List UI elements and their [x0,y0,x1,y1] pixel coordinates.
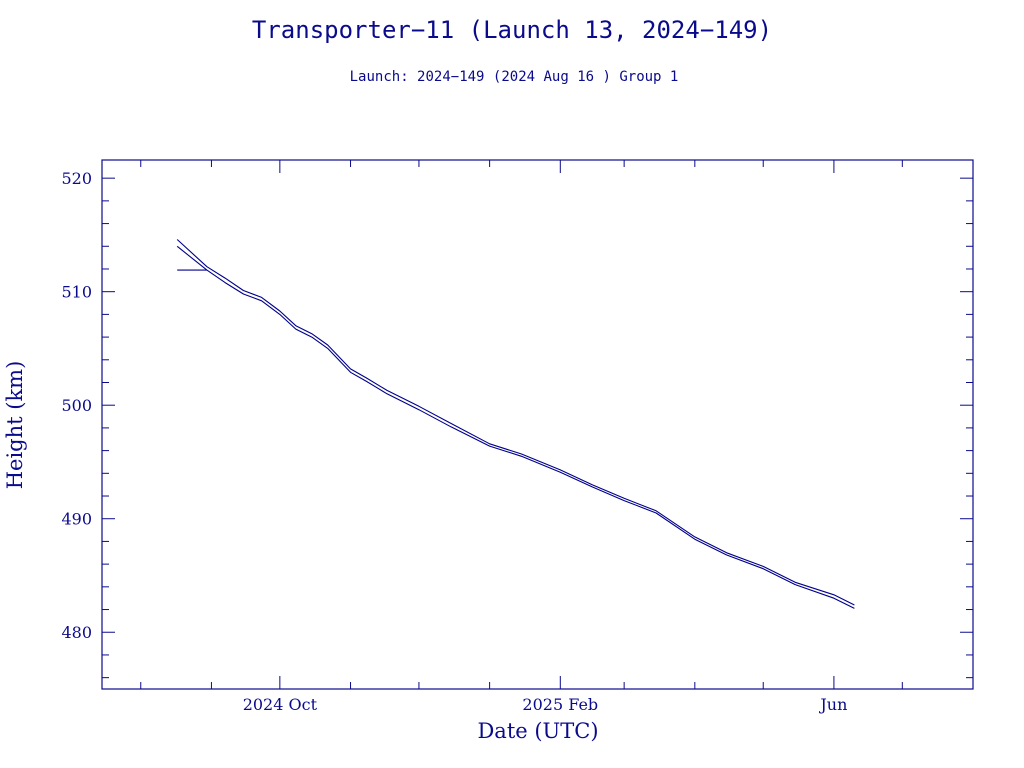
plot-frame [101,159,974,690]
x-tick-label: Jun [818,695,847,714]
series-line-1 [176,239,855,606]
y-tick-label: 510 [61,283,92,302]
x-tick-label: 2024 Oct [243,695,318,714]
y-tick-label: 500 [61,396,92,415]
y-tick-label: 520 [61,169,92,188]
series-line-2 [176,245,855,609]
axis-ticks [102,160,974,689]
y-tick-label: 480 [61,623,92,642]
x-axis-label: Date (UTC) [477,719,598,743]
y-tick-label: 490 [61,510,92,529]
chart-title: Transporter−11 (Launch 13, 2024−149) [252,16,772,44]
y-axis-label: Height (km) [3,361,27,490]
x-tick-label: 2025 Feb [522,695,598,714]
chart-subtitle: Launch: 2024−149 (2024 Aug 16 ) Group 1 [350,69,679,85]
series-layer [176,239,855,609]
axis-tick-labels: 480 490 500 510 520 2024 Oct 2025 Feb Jun [61,169,847,714]
